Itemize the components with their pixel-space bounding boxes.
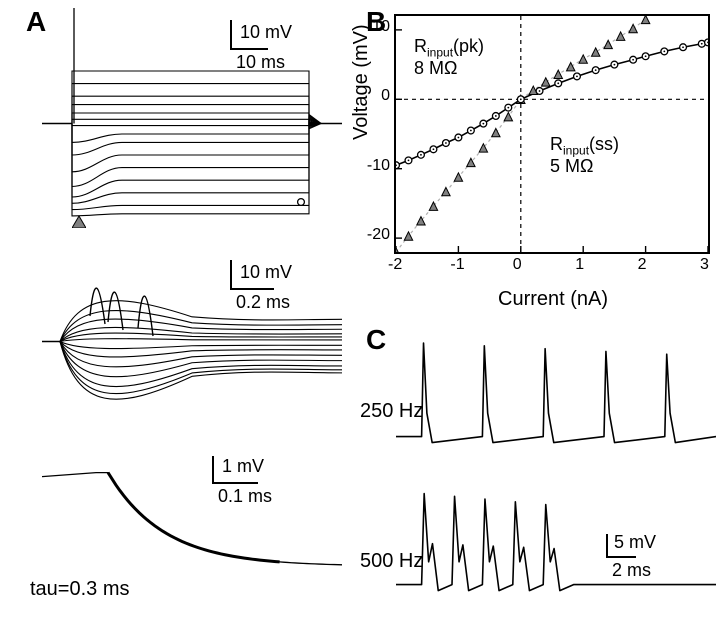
ytick-label: 0: [360, 87, 390, 105]
scalebar-a-mid-h-label: 0.2 ms: [236, 292, 290, 313]
scalebar-a-top-h-label: 10 ms: [236, 52, 285, 73]
scalebar-a-top-v-label: 10 mV: [240, 22, 292, 43]
xtick-label: -2: [388, 256, 402, 274]
r-input-ss-value: 5 MΩ: [550, 156, 593, 177]
triangle-marker-icon: [72, 216, 86, 228]
circle-marker-icon: [296, 197, 306, 207]
r-input-ss-label: Rinput(ss): [550, 134, 619, 158]
scalebar-c-h-label: 2 ms: [612, 560, 651, 581]
panel-c-500hz-label: 500 Hz: [360, 550, 423, 573]
scalebar-a-bot: 1 mV 0.1 ms: [212, 456, 312, 506]
r-input-pk-label: Rinput(pk): [414, 36, 484, 60]
panel-c-250hz-label: 250 Hz: [360, 400, 423, 423]
scalebar-c-v-label: 5 mV: [614, 532, 656, 553]
panel-c-250hz-trace: [396, 330, 716, 460]
scalebar-a-bot-h-label: 0.1 ms: [218, 486, 272, 507]
panel-b-xlabel: Current (nA): [498, 288, 608, 311]
figure-root: A 10 mV 10 ms 10 mV 0.2 ms 1 mV 0.1 ms t…: [0, 0, 720, 632]
xtick-label: 2: [638, 256, 647, 274]
scalebar-a-mid: 10 mV 0.2 ms: [230, 260, 330, 310]
ytick-label: -10: [360, 157, 390, 175]
scalebar-a-bot-v-label: 1 mV: [222, 456, 264, 477]
panel-label-c: C: [366, 324, 386, 356]
xtick-label: 3: [700, 256, 709, 274]
xtick-label: 1: [575, 256, 584, 274]
xtick-label: -1: [450, 256, 464, 274]
ytick-label: 10: [360, 18, 390, 36]
scalebar-a-mid-v-label: 10 mV: [240, 262, 292, 283]
scalebar-c: 5 mV 2 ms: [606, 534, 716, 594]
xtick-label: 0: [513, 256, 522, 274]
r-input-pk-value: 8 MΩ: [414, 58, 457, 79]
panel-b-ylabel: Voltage (mV): [350, 24, 373, 140]
ytick-label: -20: [360, 226, 390, 244]
tau-label: tau=0.3 ms: [30, 578, 130, 601]
scalebar-a-top: 10 mV 10 ms: [230, 20, 330, 80]
